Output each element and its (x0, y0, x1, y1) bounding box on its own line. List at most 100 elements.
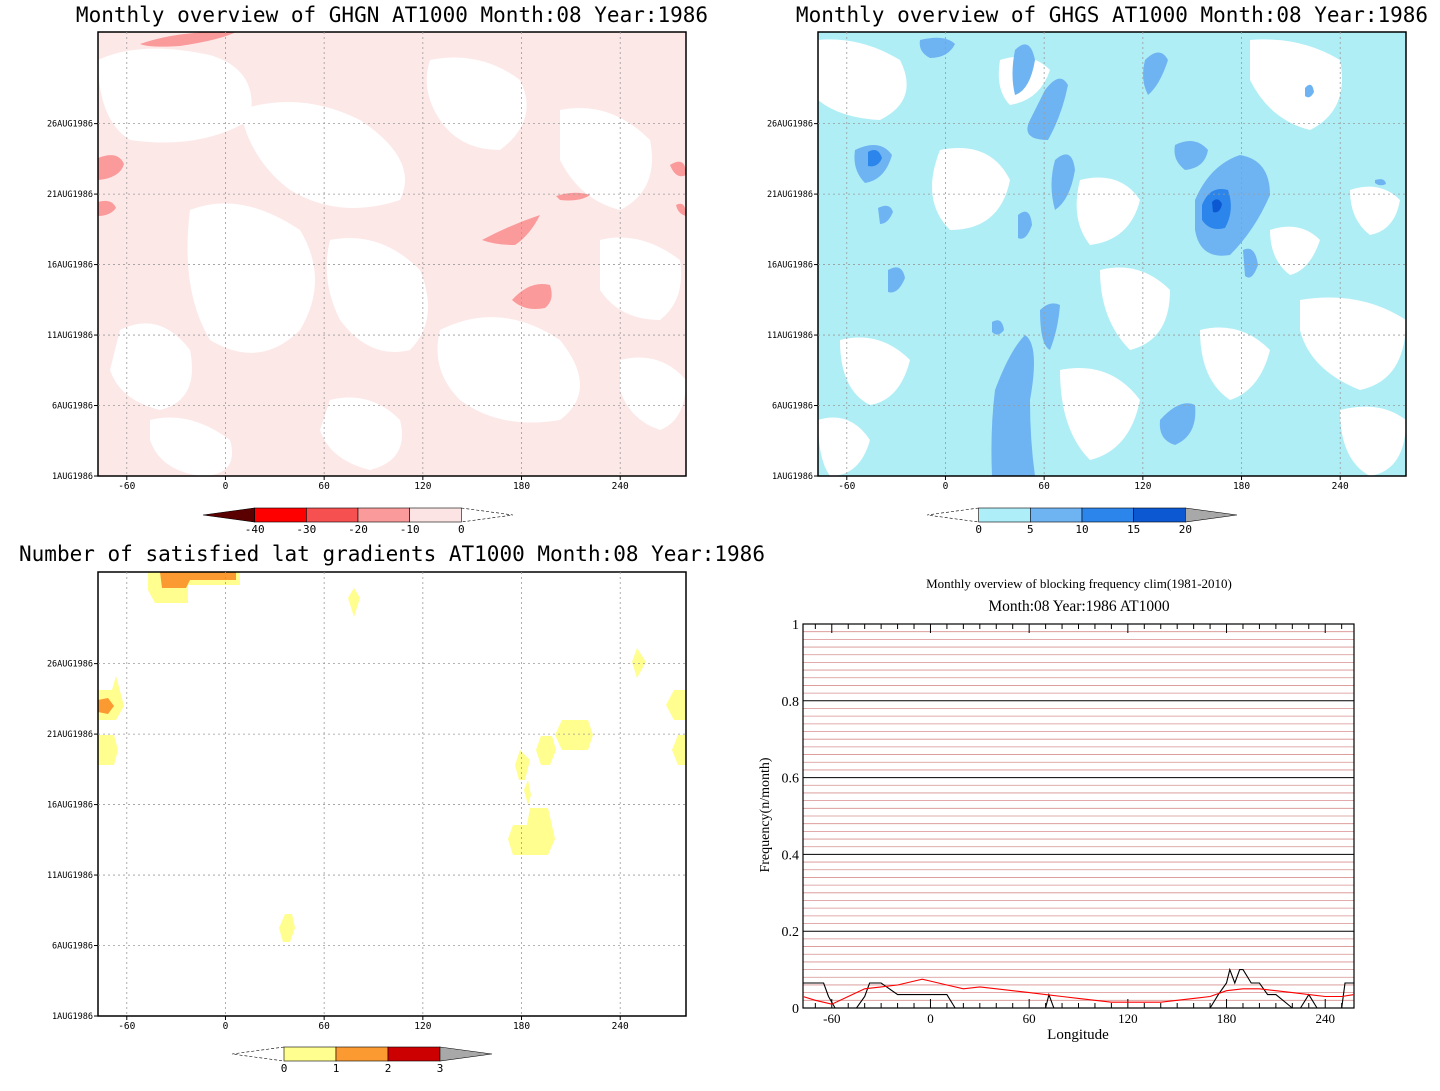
plot-frame (97, 31, 687, 477)
y-axis-label: Frequency(n/month) (758, 757, 773, 872)
x-tick-label: 180 (513, 481, 530, 492)
colorbar-segment (1133, 507, 1186, 523)
colorbar-segment (357, 507, 410, 523)
x-tick-label: 240 (612, 481, 629, 492)
x-tick-label: 120 (414, 481, 431, 492)
x-tick-label: 180 (1217, 1011, 1237, 1026)
y-tick-label: 21AUG1986 (47, 190, 93, 200)
shaded-field (818, 32, 1406, 476)
chart-title: Monthly overview of blocking frequency c… (926, 576, 1232, 591)
frequency-gridlines (803, 631, 1354, 1001)
y-tick-label: 26AUG1986 (47, 660, 93, 670)
x-tick-label: 240 (1315, 1011, 1335, 1026)
y-gridlines (814, 123, 1406, 477)
x-tick-label: 180 (1233, 481, 1250, 492)
colorbar-max-triangle (461, 507, 514, 523)
lat-gradients-panel: Number of satisfied lat gradients AT1000… (19, 542, 765, 1075)
y-tick-label: 11AUG1986 (767, 331, 813, 341)
climatology-line (802, 978, 1355, 1005)
x-tick-label: 120 (414, 1021, 431, 1032)
x-tick-label: 240 (612, 1021, 629, 1032)
colorbar-segment (387, 1046, 441, 1062)
colorbar-label: 0 (281, 1062, 288, 1075)
colorbar-label: 0 (458, 523, 465, 536)
y-tick-label: 26AUG1986 (767, 120, 813, 130)
x-axis-label: Longitude (1047, 1027, 1109, 1043)
x-tick-label: 240 (1332, 481, 1349, 492)
x-tick-labels: -60 0 60 120 180 240 (838, 481, 1349, 492)
y-tick-label: 6AUG1986 (772, 402, 813, 412)
x-tick-label: -60 (118, 481, 135, 492)
y-gridlines (94, 663, 686, 1017)
plot-frame (817, 31, 1407, 477)
chart-subtitle: Month:08 Year:1986 AT1000 (988, 598, 1170, 615)
colorbar-min-triangle (926, 507, 979, 523)
y-tick-label: 0.6 (782, 772, 800, 787)
colorbar-label: 2 (385, 1062, 392, 1075)
y-tick-label: 11AUG1986 (47, 331, 93, 341)
x-tick-label: 0 (223, 1021, 229, 1032)
blocking-frequency-line (803, 967, 1354, 1009)
x-tick-label: 0 (943, 481, 949, 492)
y-tick-label: 21AUG1986 (767, 190, 813, 200)
colorbar-max-triangle (439, 1046, 493, 1062)
y-tick-label: 0.4 (782, 848, 800, 863)
ghgs-panel: Monthly overview of GHGS AT1000 Month:08… (767, 3, 1428, 536)
y-tick-label: 0.2 (782, 925, 800, 940)
y-tick-labels: 1AUG1986 6AUG1986 11AUG1986 16AUG1986 21AUG1… (47, 660, 93, 1022)
chart-axes: 0 0.2 0.4 0.6 0.8 1 -60 0 60 120 180 240 (782, 618, 1355, 1026)
colorbar: -40 -30 -20 -10 0 (202, 507, 514, 536)
y-tick-label: 6AUG1986 (52, 942, 93, 952)
y-tick-label: 1AUG1986 (52, 472, 93, 482)
x-tick-label: 0 (223, 481, 229, 492)
colorbar-segment (1081, 507, 1134, 523)
x-tick-label: 60 (1023, 1011, 1036, 1026)
x-gridlines (126, 572, 621, 1020)
colorbar: 0 1 2 3 (231, 1046, 493, 1075)
x-tick-label: 180 (513, 1021, 530, 1032)
colorbar-label: 1 (333, 1062, 340, 1075)
orange-regions (98, 572, 236, 714)
shaded-field (98, 32, 686, 476)
colorbar-label: 0 (975, 523, 982, 536)
colorbar-label: -30 (296, 523, 316, 536)
y-tick-label: 1 (792, 618, 799, 633)
white-regions (98, 48, 686, 476)
colorbar-segment (254, 507, 307, 523)
x-tick-label: 60 (318, 1021, 330, 1032)
colorbar-label: 15 (1127, 523, 1140, 536)
panel-title: Monthly overview of GHGS AT1000 Month:08… (796, 3, 1428, 27)
colorbar-min-triangle (202, 507, 255, 523)
x-tick-label: 120 (1118, 1011, 1138, 1026)
y-tick-label: 16AUG1986 (47, 261, 93, 271)
y-tick-label: 1AUG1986 (52, 1012, 93, 1022)
colorbar-label: 20 (1179, 523, 1192, 536)
y-tick-label: 11AUG1986 (47, 871, 93, 881)
light-red-regions (98, 32, 686, 309)
x-gridlines (126, 32, 621, 480)
colorbar-segment (283, 1046, 337, 1062)
x-tick-label: 120 (1134, 481, 1151, 492)
plot-area (98, 572, 686, 1016)
colorbar-label: -40 (245, 523, 265, 536)
y-tick-label: 0 (792, 1002, 799, 1017)
colorbar-segment (1030, 507, 1083, 523)
x-gridlines (846, 32, 1341, 480)
colorbar-min-triangle (231, 1046, 285, 1062)
y-tick-label: 6AUG1986 (52, 402, 93, 412)
ghgn-panel: Monthly overview of GHGN AT1000 Month:08… (47, 3, 708, 536)
colorbar-label: 10 (1075, 523, 1088, 536)
y-tick-label: 16AUG1986 (47, 801, 93, 811)
colorbar-segment (306, 507, 359, 523)
y-tick-label: 21AUG1986 (47, 730, 93, 740)
frequency-series (802, 967, 1355, 1009)
x-tick-label: 60 (1038, 481, 1050, 492)
shaded-field (98, 572, 686, 942)
colorbar: 0 5 10 15 20 (926, 507, 1238, 536)
colorbar-segment (409, 507, 462, 523)
colorbar-segment (978, 507, 1031, 523)
y-tick-label: 1AUG1986 (772, 472, 813, 482)
y-tick-label: 26AUG1986 (47, 120, 93, 130)
x-tick-labels: -60 0 60 120 180 240 (118, 1021, 629, 1032)
